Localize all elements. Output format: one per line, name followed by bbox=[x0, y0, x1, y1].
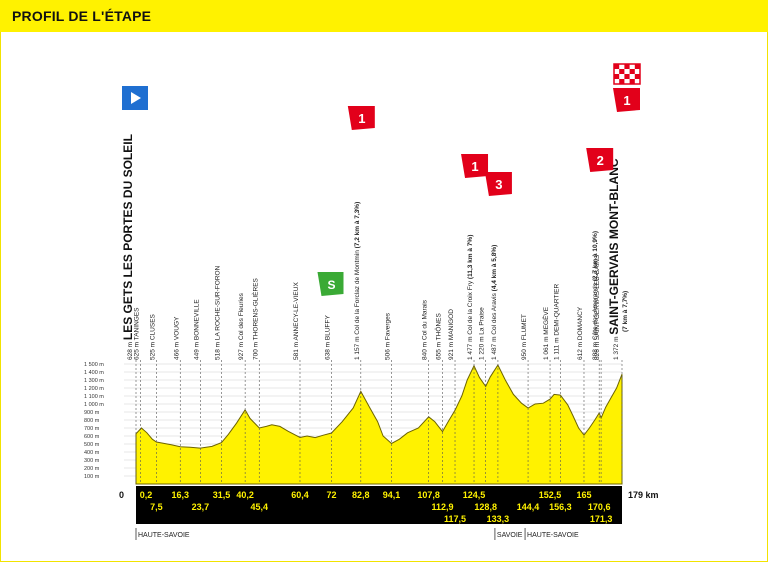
waypoint-label: 1 487 m Col des Aravis (4,4 km à 5,8%) bbox=[491, 245, 498, 360]
climb-category-icon: 1 bbox=[347, 106, 375, 130]
waypoint-label: 1 157 m Col de la Forclaz de Montmin (7,… bbox=[354, 202, 361, 360]
km-label: 128,8 bbox=[474, 502, 497, 512]
km-label: 156,3 bbox=[549, 502, 572, 512]
waypoint-label: 506 m Faverges bbox=[384, 312, 391, 360]
region-labels: HAUTE-SAVOIE SAVOIE HAUTE-SAVOIE bbox=[135, 528, 579, 540]
waypoint-dashes bbox=[135, 360, 623, 484]
sprint-icon: S bbox=[317, 272, 344, 296]
y-tick-label: 100 m bbox=[84, 474, 100, 480]
km-label: 60,4 bbox=[291, 490, 309, 500]
waypoint-label: 1 220 m La Praise bbox=[479, 307, 486, 360]
km-start-label: 0 bbox=[119, 490, 124, 500]
waypoint-label: 625 m TANINGES bbox=[134, 307, 141, 360]
waypoint-label: 888 m Côte des Amerands (2,7 km à 10,9%) bbox=[592, 231, 599, 360]
km-label: 152,5 bbox=[539, 490, 562, 500]
waypoint-label: 1 111 m DEMI-QUARTIER bbox=[553, 283, 560, 360]
y-tick-label: 1 000 m bbox=[84, 402, 104, 408]
y-axis-labels: 1 500 m 1 400 m 1 300 m 1 200 m 1 100 m 1 000… bbox=[84, 362, 104, 480]
climb-category-icon: 1 bbox=[461, 154, 489, 178]
km-label: 165 bbox=[576, 490, 591, 500]
waypoint-label: 1 061 m MEGÈVE bbox=[541, 306, 550, 360]
markers: S 1 1 3 2 1 bbox=[122, 63, 641, 296]
waypoint-label: 1 372 m SAINT-GERVAIS MONT-BLANC bbox=[607, 158, 621, 360]
elevation-area bbox=[135, 363, 623, 485]
waypoint-label: 826 m SAINT-GERVAIS-LES-BAINS bbox=[594, 254, 601, 360]
km-label: 31,5 bbox=[213, 490, 231, 500]
waypoint-label: 927 m Col des Fleuries bbox=[238, 292, 245, 360]
km-label: 72 bbox=[326, 490, 336, 500]
y-tick-label: 1 400 m bbox=[84, 370, 104, 376]
waypoint-label: 700 m THORENS-GLIÈRES bbox=[250, 277, 259, 360]
header-band bbox=[0, 0, 768, 32]
waypoint-label: 628 m LES GETS LES PORTES DU SOLEIL bbox=[121, 134, 135, 360]
waypoint-label: 638 m BLUFFY bbox=[324, 315, 331, 360]
profile-area bbox=[135, 363, 623, 485]
km-label: 16,3 bbox=[171, 490, 189, 500]
waypoint-detail: (7 km à 7,7%) bbox=[622, 291, 629, 332]
waypoint-label: 921 m MANIGOD bbox=[448, 309, 455, 360]
waypoint-label: 581 m ANNECY-LE-VIEUX bbox=[293, 282, 300, 360]
climb-category-icon: 3 bbox=[484, 172, 512, 196]
finish-flag-icon bbox=[613, 63, 641, 85]
y-tick-label: 600 m bbox=[84, 434, 100, 440]
svg-text:2: 2 bbox=[597, 153, 604, 168]
page-title: PROFIL DE L'ÉTAPE bbox=[12, 8, 152, 24]
y-tick-label: 500 m bbox=[84, 442, 100, 448]
waypoint-label: 518 m LA ROCHE-SUR-FORON bbox=[215, 265, 222, 360]
svg-text:3: 3 bbox=[495, 177, 502, 192]
km-label: 45,4 bbox=[250, 502, 268, 512]
svg-text:1: 1 bbox=[471, 159, 478, 174]
km-label: 112,9 bbox=[432, 502, 454, 512]
km-label: 40,2 bbox=[236, 490, 254, 500]
waypoint-label: 525 m CLUSES bbox=[149, 313, 156, 360]
waypoint-label: 449 m BONNEVILLE bbox=[193, 299, 200, 360]
km-label: 23,7 bbox=[192, 502, 210, 512]
km-label: 170,6 bbox=[588, 502, 611, 512]
km-label: 7,5 bbox=[150, 502, 163, 512]
svg-text:1: 1 bbox=[623, 93, 630, 108]
svg-text:1: 1 bbox=[358, 111, 365, 126]
km-label: 94,1 bbox=[383, 490, 401, 500]
waypoint-label: 655 m THÔNES bbox=[434, 312, 443, 360]
waypoint-label: 612 m DOMANCY bbox=[577, 306, 584, 360]
region-label: SAVOIE bbox=[497, 532, 523, 539]
y-tick-label: 700 m bbox=[84, 426, 100, 432]
waypoint-label: 840 m Col du Marais bbox=[422, 299, 429, 360]
waypoint-label: 950 m FLUMET bbox=[521, 314, 528, 360]
y-tick-label: 900 m bbox=[84, 410, 100, 416]
km-label: 0,2 bbox=[140, 490, 153, 500]
km-label: 124,5 bbox=[463, 490, 486, 500]
waypoint-label: 466 m VOUGY bbox=[173, 316, 180, 360]
km-label: 133,3 bbox=[487, 514, 510, 524]
climb-category-icon: 1 bbox=[613, 88, 640, 112]
y-tick-label: 1 200 m bbox=[84, 386, 104, 392]
km-end-label: 179 km bbox=[628, 490, 659, 500]
km-label: 107,8 bbox=[417, 490, 440, 500]
km-label: 117,5 bbox=[444, 514, 466, 524]
waypoint-label: 1 477 m Col de la Croix Fry (11,3 km à 7… bbox=[467, 235, 474, 360]
km-label: 144,4 bbox=[517, 502, 540, 512]
km-label: 171,3 bbox=[590, 514, 613, 524]
y-tick-label: 300 m bbox=[84, 458, 100, 464]
region-label: HAUTE-SAVOIE bbox=[527, 532, 579, 539]
km-bar bbox=[136, 486, 622, 524]
y-tick-label: 1 100 m bbox=[84, 394, 104, 400]
y-tick-label: 800 m bbox=[84, 418, 100, 424]
y-tick-label: 400 m bbox=[84, 450, 100, 456]
start-flag-icon bbox=[122, 86, 148, 110]
km-axis-bar: 0 179 km 0,2 16,3 31,5 40,2 60,4 72 82,8 94,1 107,… bbox=[119, 486, 659, 524]
y-tick-label: 1 500 m bbox=[84, 362, 104, 368]
svg-text:S: S bbox=[327, 278, 335, 292]
y-tick-label: 200 m bbox=[84, 466, 100, 472]
km-label: 82,8 bbox=[352, 490, 370, 500]
region-label: HAUTE-SAVOIE bbox=[138, 532, 190, 539]
climb-category-icon: 2 bbox=[586, 148, 614, 172]
y-tick-label: 1 300 m bbox=[84, 378, 104, 384]
